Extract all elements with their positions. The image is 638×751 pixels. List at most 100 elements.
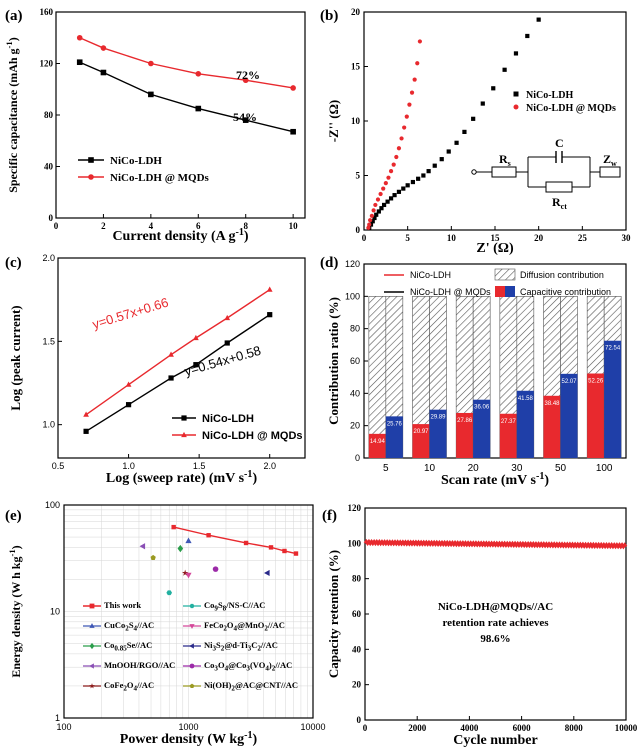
panel-label: (a) <box>5 8 23 24</box>
data-point <box>536 17 541 22</box>
x-tick-label: 4000 <box>460 723 479 733</box>
legend-label: Ni3S2@d-Ti3C2//AC <box>204 640 278 653</box>
y-axis-title: Capacity retention (%) <box>326 550 341 678</box>
x-tick-label: 10 <box>447 233 457 243</box>
y-axis-title: Contribution ratio (%) <box>326 297 341 425</box>
ref-point <box>150 554 156 560</box>
panel-a: 0 2 4 6 8 10 0 40 80 120 160 72% 54% NiCo-LDH NiCo-LDH… <box>4 7 306 244</box>
circuit-label: Zw <box>603 152 617 168</box>
bar-capacitive <box>385 416 403 458</box>
data-point <box>100 69 107 76</box>
legend-text: Co0.85Se//AC <box>104 640 153 653</box>
ref-point <box>185 572 192 579</box>
panel-label: (f) <box>322 508 337 524</box>
y-tick-label: 80 <box>350 324 360 334</box>
legend-label: NiCo-LDH <box>410 270 451 280</box>
y-tick-label: 0 <box>49 213 54 223</box>
y-tick-label: 40 <box>350 388 360 398</box>
y-axis-title: Log (peak current) <box>8 305 23 410</box>
legend-marker <box>513 91 519 97</box>
data-point <box>432 163 437 168</box>
warburg-zw <box>599 166 621 178</box>
data-point <box>381 186 386 191</box>
x-tick-label: 100 <box>596 463 613 474</box>
y-tick-label: 20 <box>351 7 361 17</box>
data-point <box>396 189 402 194</box>
y-tick-label: 100 <box>345 291 360 301</box>
resistor-rs <box>491 166 517 178</box>
bar-capacitive <box>412 424 430 458</box>
x-tick-label: 0 <box>363 723 368 733</box>
retention-curve <box>363 538 628 550</box>
data-point <box>290 85 296 91</box>
legend-marker <box>89 642 95 650</box>
legend-marker <box>89 603 95 609</box>
legend-label: NiCo-LDH @ MQDs <box>202 430 303 442</box>
ref-point <box>166 590 173 596</box>
data-point <box>367 222 372 227</box>
legend-swatch <box>505 286 515 297</box>
bar-value-label: 14.94 <box>370 439 386 445</box>
data-point <box>148 91 154 98</box>
data-point <box>402 125 407 130</box>
data-point <box>381 202 387 208</box>
y-tick-label: 20 <box>352 680 362 690</box>
bar-value-label: 38.48 <box>544 401 560 407</box>
data-point <box>243 540 249 546</box>
data-point <box>171 524 176 530</box>
y-tick-label: 80 <box>44 110 54 120</box>
y-tick-label: 160 <box>40 7 54 17</box>
x-tick-label: 8000 <box>565 723 584 733</box>
data-point <box>193 362 199 368</box>
data-point <box>394 154 399 160</box>
y-tick-label: 40 <box>44 162 54 172</box>
bar-capacitive <box>368 433 386 458</box>
data-point <box>224 340 230 346</box>
legend-label: FeCo2O4@MnO2//AC <box>204 620 285 633</box>
data-point <box>242 117 249 123</box>
ref-point <box>139 543 146 550</box>
legend-text: MnOOH/RGO//AC <box>104 660 176 670</box>
bar-value-label: 72.54 <box>605 346 621 352</box>
series-line-1 <box>85 289 271 416</box>
legend-label: NiCo-LDH <box>526 90 573 101</box>
bar-capacitive <box>499 413 517 458</box>
legend-label: This work <box>104 600 141 610</box>
data-point <box>371 208 376 213</box>
bar-capacitive <box>560 373 578 458</box>
data-point <box>417 39 422 44</box>
legend-label: NiCo-LDH @ MQDs <box>410 287 491 297</box>
data-point <box>462 129 467 134</box>
data-point <box>404 114 409 119</box>
plot-frame <box>57 257 306 459</box>
y-tick-label: 60 <box>352 609 362 619</box>
legend-marker <box>88 174 94 180</box>
bar-value-label: 27.86 <box>457 418 473 424</box>
y-axis-title: -Z'' (Ω) <box>326 100 341 143</box>
x-tick-label: 6000 <box>513 723 532 733</box>
x-tick-label: 30 <box>622 233 632 243</box>
legend-text: CuCo2S4//AC <box>104 620 155 633</box>
data-point <box>168 375 174 381</box>
x-axis-title: Power density (W kg-1) <box>120 730 258 747</box>
legend-marker <box>189 603 195 609</box>
x-tick-label: 20 <box>534 233 544 243</box>
legend-marker <box>89 663 94 669</box>
data-point <box>76 59 83 66</box>
x-tick-label: 1.0 <box>122 461 135 471</box>
panel-b: 0 5 10 15 20 25 30 0 5 10 15 20 NiCo-LDH NiCo-LDH @ M… <box>320 7 631 256</box>
data-point <box>379 206 384 211</box>
legend-label: CoFe2O4//AC <box>104 680 154 693</box>
data-point <box>391 162 396 167</box>
x-tick-label: 2.0 <box>263 461 276 471</box>
legend-label: Capacitive contribution <box>520 287 611 297</box>
series-line-0 <box>85 314 271 432</box>
circuit-terminal <box>471 169 477 175</box>
data-point <box>388 169 394 174</box>
x-tick-label: 10000 <box>300 722 325 732</box>
plot-frame <box>63 504 314 719</box>
y-tick-label: 60 <box>350 356 360 366</box>
x-tick-label: 25 <box>578 233 588 243</box>
y-tick-label: 20 <box>350 421 360 431</box>
x-axis-title: Log (sweep rate) (mV s-1) <box>106 469 258 486</box>
